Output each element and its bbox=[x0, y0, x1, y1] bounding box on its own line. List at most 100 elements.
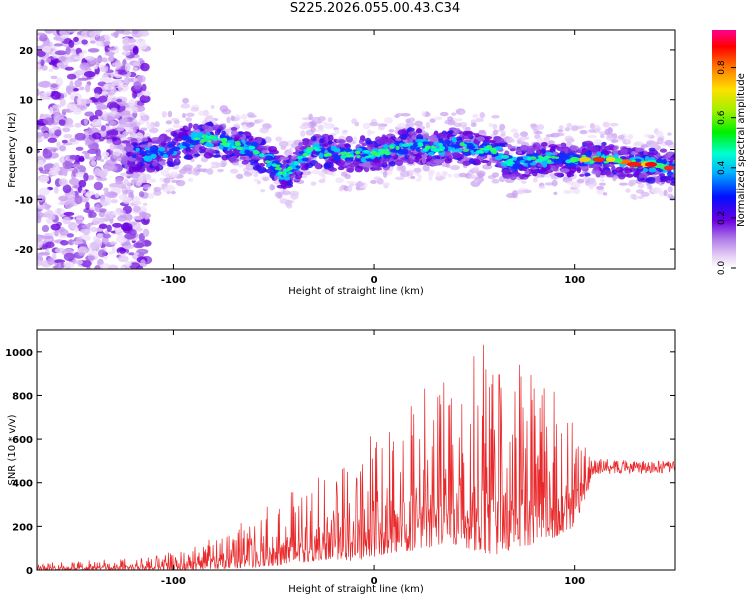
heatmap-cell bbox=[346, 185, 353, 192]
heatmap-cell bbox=[447, 174, 453, 178]
heatmap-cell bbox=[576, 178, 585, 184]
heatmap-cell bbox=[328, 167, 338, 172]
heatmap-cell bbox=[78, 252, 86, 257]
heatmap-cell bbox=[452, 152, 462, 159]
heatmap-cell bbox=[608, 144, 615, 149]
heatmap-cell bbox=[501, 154, 510, 159]
heatmap-cell bbox=[170, 179, 180, 184]
heatmap-cell bbox=[505, 138, 515, 143]
heatmap-cell bbox=[103, 113, 108, 121]
heatmap-cell bbox=[668, 157, 675, 161]
heatmap-cell bbox=[472, 113, 479, 119]
heatmap-cell bbox=[241, 160, 249, 165]
heatmap-cell bbox=[519, 131, 529, 138]
heatmap-cell bbox=[94, 265, 101, 269]
heatmap-cell bbox=[433, 159, 443, 164]
heatmap-cell bbox=[146, 122, 154, 130]
heatmap-cell bbox=[660, 175, 668, 181]
heatmap-cell bbox=[377, 145, 383, 150]
heatmap-cell bbox=[245, 141, 252, 146]
heatmap-cell bbox=[230, 130, 238, 136]
heatmap-cell bbox=[318, 178, 326, 184]
heatmap-cell bbox=[187, 177, 194, 182]
heatmap-cell bbox=[603, 160, 609, 164]
heatmap-cell bbox=[591, 170, 602, 175]
heatmap-cell bbox=[149, 127, 159, 134]
heatmap-cell bbox=[113, 45, 120, 54]
heatmap-cell bbox=[76, 214, 84, 221]
heatmap-cell bbox=[43, 132, 50, 139]
heatmap-cell bbox=[111, 62, 123, 67]
heatmap-cell bbox=[37, 88, 40, 97]
heatmap-cell bbox=[414, 120, 423, 127]
heatmap-cell bbox=[59, 229, 69, 236]
heatmap-cell bbox=[165, 166, 173, 171]
heatmap-cell bbox=[124, 76, 131, 86]
heatmap-cell bbox=[470, 122, 477, 128]
snr-ytick-label: 0 bbox=[26, 566, 33, 577]
heatmap-cell bbox=[310, 181, 317, 186]
heatmap-cell bbox=[37, 214, 42, 224]
heatmap-cell bbox=[54, 50, 67, 56]
heatmap-cell bbox=[248, 169, 255, 174]
heatmap-cell bbox=[545, 134, 555, 138]
heatmap-cell bbox=[519, 145, 530, 152]
heatmap-cell bbox=[264, 160, 271, 164]
heatmap-cell bbox=[132, 166, 139, 172]
heatmap-cell bbox=[602, 121, 610, 128]
heatmap-cell bbox=[337, 143, 345, 148]
heatmap-cell bbox=[440, 133, 447, 137]
heatmap-cell bbox=[638, 173, 644, 179]
heatmap-cell bbox=[47, 137, 58, 143]
heatmap-cell bbox=[207, 149, 216, 154]
heatmap-cell bbox=[81, 224, 91, 229]
heatmap-cell bbox=[37, 259, 43, 266]
heatmap-cell bbox=[157, 186, 166, 190]
heatmap-cell bbox=[520, 180, 527, 184]
heatmap-cell bbox=[408, 117, 416, 123]
heatmap-cell bbox=[351, 118, 358, 124]
heatmap-cell bbox=[544, 156, 549, 160]
heatmap-cell bbox=[216, 163, 224, 168]
heatmap-cell bbox=[603, 150, 612, 154]
heatmap-cell bbox=[74, 132, 86, 141]
heatmap-cell bbox=[69, 154, 78, 160]
heatmap-cell bbox=[589, 160, 595, 164]
heatmap-cell bbox=[486, 144, 492, 149]
heatmap-cell bbox=[462, 160, 471, 166]
heatmap-cell bbox=[84, 151, 90, 160]
heatmap-cell bbox=[153, 189, 162, 196]
heatmap-cell bbox=[476, 170, 486, 178]
heatmap-cell bbox=[395, 159, 404, 167]
heatmap-cell bbox=[663, 189, 668, 197]
heatmap-cell bbox=[592, 156, 605, 163]
heatmap-cell bbox=[205, 143, 215, 148]
heatmap-cell bbox=[142, 202, 148, 206]
heatmap-cell bbox=[399, 133, 409, 141]
heatmap-cell bbox=[529, 123, 538, 128]
heatmap-cell bbox=[89, 241, 100, 250]
heatmap-cell bbox=[596, 151, 602, 157]
heatmap-cell bbox=[388, 129, 395, 133]
heatmap-cell bbox=[40, 59, 45, 67]
heatmap-cell bbox=[55, 77, 64, 86]
heatmap-cell bbox=[599, 178, 605, 182]
heatmap-cell bbox=[651, 141, 658, 149]
heatmap-cell bbox=[166, 150, 174, 155]
heatmap-cell bbox=[165, 129, 172, 133]
colorbar-label: Normalized spectral amplitude bbox=[736, 73, 747, 227]
heatmap-cell bbox=[178, 168, 187, 175]
heatmap-cell bbox=[138, 191, 145, 198]
heatmap-cell bbox=[356, 154, 361, 159]
heatmap-cell bbox=[383, 117, 393, 124]
heatmap-cell bbox=[462, 151, 472, 156]
heatmap-cell bbox=[37, 81, 47, 88]
heatmap-cell bbox=[582, 176, 590, 181]
heatmap-cell bbox=[615, 166, 624, 173]
heatmap-cell bbox=[120, 265, 126, 269]
heatmap-cell bbox=[53, 259, 66, 264]
heatmap-cell bbox=[43, 117, 55, 126]
heatmap-cell bbox=[355, 151, 361, 155]
heatmap-cell bbox=[76, 96, 82, 106]
heatmap-cell bbox=[261, 149, 268, 154]
